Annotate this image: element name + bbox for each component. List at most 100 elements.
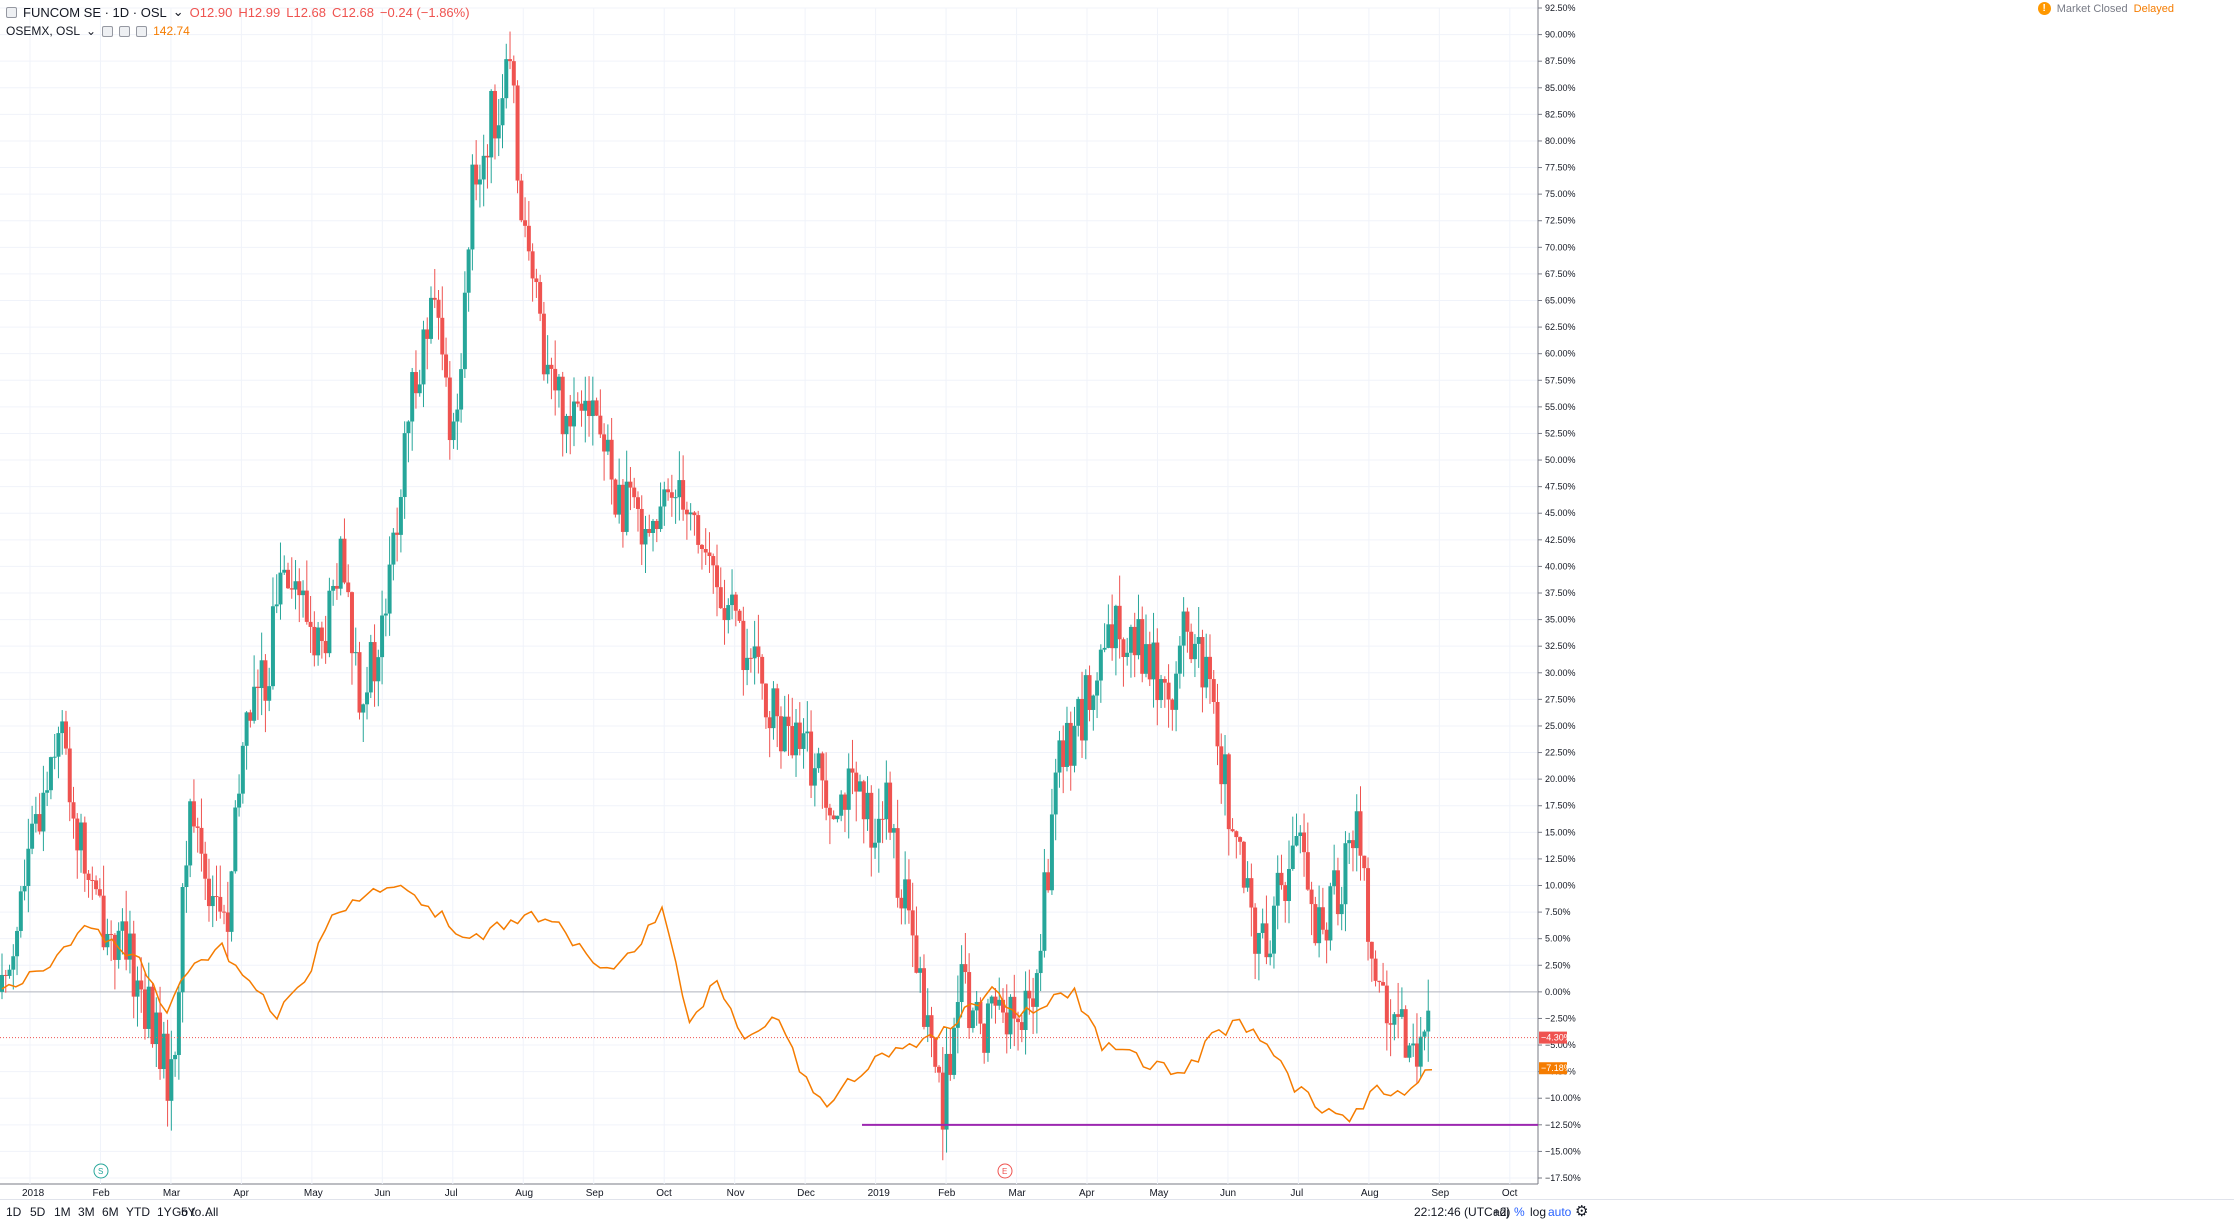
- candle-body: [1061, 740, 1066, 767]
- candle-body: [504, 59, 509, 99]
- candle-body: [470, 164, 475, 250]
- candle-body: [323, 640, 328, 654]
- x-tick-label: Oct: [656, 1188, 672, 1199]
- candle-body: [1388, 1023, 1393, 1025]
- candle-body: [1038, 950, 1043, 974]
- clock: 22:12:46 (UTC+2): [1414, 1205, 1511, 1219]
- range-button-1y[interactable]: 1Y: [157, 1205, 172, 1219]
- x-tick-label: Oct: [1502, 1188, 1518, 1199]
- candle-body: [229, 871, 234, 932]
- candle-body: [270, 606, 275, 687]
- candle-body: [639, 508, 644, 545]
- candle-body: [775, 688, 780, 717]
- candle-body: [206, 878, 211, 907]
- candle-body: [485, 155, 490, 158]
- settings-icon[interactable]: [119, 25, 131, 37]
- candle-body: [1001, 999, 1005, 1013]
- candle-body: [699, 544, 704, 550]
- range-button-ytd[interactable]: YTD: [126, 1205, 150, 1219]
- candle-body: [560, 376, 565, 435]
- candle-body: [733, 594, 738, 611]
- range-button-5d[interactable]: 5D: [30, 1205, 46, 1219]
- candle-body: [496, 125, 501, 139]
- candle-body: [338, 538, 343, 589]
- legend-symbol[interactable]: FUNCOM SE · 1D · OSL: [23, 4, 167, 20]
- y-tick-label: 12.50%: [1545, 854, 1576, 864]
- y-tick-label: 32.50%: [1545, 641, 1576, 651]
- compare-symbol[interactable]: OSEMX, OSL: [6, 24, 81, 38]
- change-value: −0.24 (−1.86%): [379, 4, 470, 20]
- candle-body: [383, 613, 388, 616]
- candle-body: [244, 712, 249, 746]
- range-button-1d[interactable]: 1D: [6, 1205, 22, 1219]
- range-button-all[interactable]: All: [205, 1205, 219, 1219]
- candle-body: [1023, 990, 1028, 1031]
- y-tick-label: 92.50%: [1545, 3, 1576, 13]
- log-toggle[interactable]: log: [1530, 1205, 1547, 1219]
- candle-body: [809, 731, 814, 786]
- candle-body: [97, 889, 102, 896]
- candle-body: [233, 807, 238, 872]
- candle-body: [52, 756, 57, 758]
- range-button-1m[interactable]: 1M: [54, 1205, 71, 1219]
- candle-body: [1207, 656, 1212, 680]
- warning-icon[interactable]: !: [2037, 2, 2051, 15]
- candle-body: [444, 354, 449, 378]
- candle-body: [1362, 855, 1367, 869]
- candle-body: [1166, 682, 1171, 700]
- chevron-down-icon[interactable]: ⌄: [86, 24, 97, 38]
- y-tick-label: 82.50%: [1545, 109, 1576, 119]
- candle-body: [447, 377, 452, 441]
- candle-body: [1046, 872, 1051, 891]
- y-tick-label: 65.00%: [1545, 296, 1576, 306]
- candle-body: [797, 722, 802, 749]
- candle-body: [594, 400, 599, 416]
- earnings-marker[interactable]: E: [1002, 1167, 1007, 1176]
- candle-body: [417, 384, 422, 394]
- candle-body: [0, 974, 4, 992]
- percent-toggle[interactable]: %: [1514, 1205, 1525, 1219]
- candle-body: [131, 933, 136, 997]
- auto-toggle[interactable]: auto: [1548, 1205, 1572, 1219]
- adj-toggle[interactable]: adj: [1493, 1205, 1510, 1219]
- candle-body: [583, 400, 588, 411]
- candle-body: [617, 484, 622, 515]
- goto-button[interactable]: Go to...: [172, 1205, 212, 1219]
- split-marker-circle[interactable]: [93, 1163, 109, 1179]
- candle-body: [1057, 740, 1062, 773]
- y-tick-label: −10.00%: [1545, 1093, 1581, 1103]
- chevron-down-icon[interactable]: ⌄: [172, 4, 184, 19]
- collapse-icon[interactable]: [6, 6, 17, 18]
- y-tick-label: 67.50%: [1545, 269, 1576, 279]
- close-icon[interactable]: [136, 25, 148, 37]
- candle-body: [737, 610, 742, 621]
- candle-body: [248, 712, 253, 721]
- gear-icon[interactable]: ⚙: [1575, 1203, 1589, 1220]
- candle-body: [297, 581, 302, 596]
- candle-body: [22, 886, 27, 892]
- candle-body: [602, 434, 607, 452]
- candle-body: [1350, 840, 1355, 849]
- candle-body: [1140, 619, 1145, 674]
- candle-body: [1264, 923, 1269, 958]
- candle-body: [176, 992, 181, 1055]
- range-button-3m[interactable]: 3M: [78, 1205, 95, 1219]
- split-marker[interactable]: S: [98, 1167, 103, 1176]
- candle-body: [1192, 643, 1197, 660]
- candle-body: [37, 814, 42, 832]
- x-tick-label: Aug: [1361, 1188, 1379, 1199]
- candle-body: [835, 815, 840, 820]
- eye-icon[interactable]: [102, 25, 114, 37]
- candle-body: [210, 896, 215, 907]
- candle-body: [252, 686, 257, 721]
- earnings-marker-circle[interactable]: [997, 1163, 1013, 1179]
- candle-body: [741, 620, 746, 671]
- candle-body: [745, 657, 750, 671]
- candle-body: [15, 930, 20, 957]
- range-button-6m[interactable]: 6M: [102, 1205, 119, 1219]
- y-tick-label: 72.50%: [1545, 216, 1576, 226]
- candle-body: [1234, 831, 1239, 838]
- candle-body: [1328, 886, 1333, 941]
- range-button-5y[interactable]: 5Y: [181, 1205, 196, 1219]
